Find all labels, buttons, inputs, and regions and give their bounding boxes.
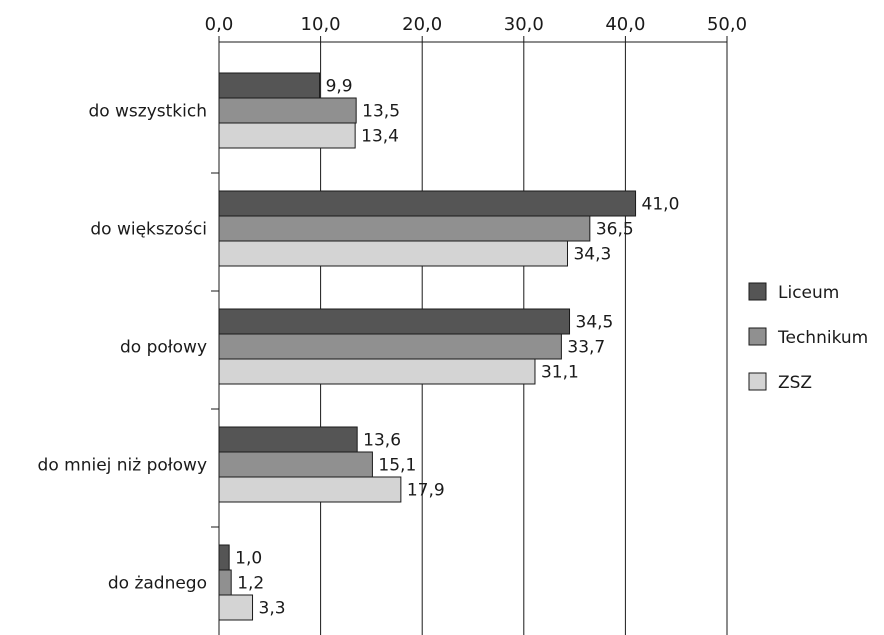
legend-swatch bbox=[748, 282, 767, 301]
data-label: 9,9 bbox=[326, 77, 353, 97]
category-label: do większości bbox=[90, 220, 207, 240]
bar-series: 9,9 13,5 13,4 41,0 36,5 34,3 34,5 33,7 31,1 13,6 1… bbox=[218, 72, 680, 621]
legend-swatch bbox=[748, 327, 767, 346]
data-label: 41,0 bbox=[642, 195, 680, 215]
data-label: 36,5 bbox=[596, 220, 634, 240]
bar bbox=[218, 122, 356, 149]
legend-label: Liceum bbox=[778, 283, 839, 303]
bar bbox=[218, 451, 373, 478]
bar bbox=[218, 308, 571, 335]
bar bbox=[218, 426, 358, 453]
bar bbox=[218, 358, 536, 385]
category-label: do mniej niż połowy bbox=[38, 456, 207, 476]
bar bbox=[218, 72, 321, 99]
bar bbox=[218, 544, 230, 571]
bar bbox=[218, 240, 568, 267]
tick-label: 40,0 bbox=[605, 14, 645, 35]
tick-label: 20,0 bbox=[402, 14, 442, 35]
data-label: 1,2 bbox=[237, 574, 264, 594]
tick-label: 10,0 bbox=[301, 14, 341, 35]
category-label: do żadnego bbox=[108, 574, 207, 594]
tick-label: 50,0 bbox=[707, 14, 747, 35]
data-label: 13,4 bbox=[361, 127, 399, 147]
data-label: 17,9 bbox=[407, 481, 445, 501]
legend-label: ZSZ bbox=[778, 373, 812, 393]
legend: Liceum Technikum ZSZ bbox=[748, 282, 868, 393]
data-label: 13,5 bbox=[362, 102, 400, 122]
bar bbox=[218, 476, 402, 503]
bar bbox=[218, 97, 357, 124]
data-label: 13,6 bbox=[363, 431, 401, 451]
data-label: 1,0 bbox=[235, 549, 262, 569]
bar bbox=[218, 594, 254, 621]
data-label: 34,3 bbox=[573, 245, 611, 265]
data-label: 15,1 bbox=[378, 456, 416, 476]
tick-label: 30,0 bbox=[504, 14, 544, 35]
data-label: 33,7 bbox=[567, 338, 605, 358]
data-label: 34,5 bbox=[576, 313, 614, 333]
data-label: 31,1 bbox=[541, 363, 579, 383]
category-labels: do wszystkich do większości do połowy do mn… bbox=[38, 102, 207, 594]
value-axis: 0,0 10,0 20,0 30,0 40,0 50,0 bbox=[205, 14, 747, 528]
bar bbox=[218, 215, 591, 242]
bar bbox=[218, 333, 562, 360]
legend-label: Technikum bbox=[777, 328, 868, 348]
category-label: do wszystkich bbox=[88, 102, 207, 122]
bar bbox=[218, 190, 637, 217]
bar bbox=[218, 569, 232, 596]
tick-label: 0,0 bbox=[205, 14, 234, 35]
category-label: do połowy bbox=[120, 338, 207, 358]
legend-swatch bbox=[748, 372, 767, 391]
data-label: 3,3 bbox=[259, 599, 286, 619]
